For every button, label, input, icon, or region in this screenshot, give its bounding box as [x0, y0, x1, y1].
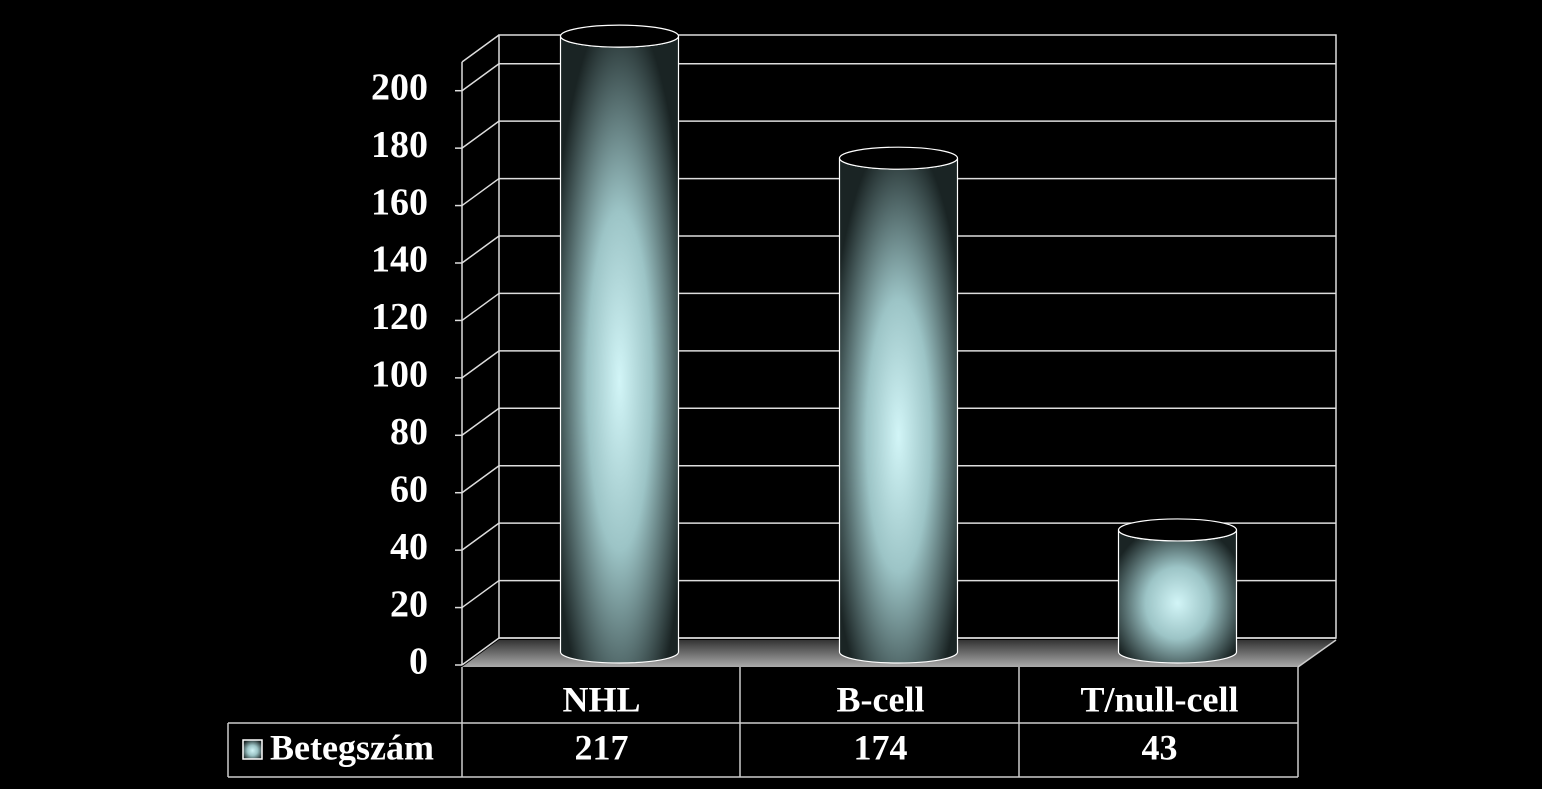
y-tick-label: 180 [371, 124, 428, 166]
bar-top [838, 146, 959, 170]
y-tick-label: 140 [371, 239, 428, 281]
grid-line [461, 350, 500, 379]
bar-top [1117, 518, 1238, 542]
y-tick-label: 120 [371, 296, 428, 338]
grid-line [461, 235, 500, 264]
grid-line [461, 177, 500, 207]
grid-line [461, 522, 500, 551]
table-value: 217 [575, 727, 629, 767]
bar-top [559, 24, 680, 48]
legend-key [242, 739, 263, 760]
table-value: 43 [1142, 727, 1178, 767]
y-tick-label: 160 [371, 181, 428, 223]
y-tick-label: 0 [409, 641, 428, 683]
grid-line [461, 292, 500, 322]
grid-line [461, 465, 500, 494]
x-tick-label: NHL [562, 679, 640, 719]
grid-line [461, 407, 500, 436]
x-tick-label: T/null-cell [1080, 679, 1238, 719]
grid-line [461, 637, 500, 666]
y-tick-label: 80 [390, 411, 428, 453]
grid-line [461, 120, 500, 149]
bar [1117, 529, 1238, 664]
y-tick-label: 20 [390, 583, 428, 625]
y-tick-label: 40 [390, 526, 428, 568]
side-wall-edge [461, 34, 500, 63]
y-tick-label: 60 [390, 468, 428, 510]
grid-line [461, 63, 500, 92]
grid-line [461, 579, 500, 609]
legend-label: Betegszám [270, 727, 434, 767]
bar [838, 158, 959, 664]
bar [559, 35, 680, 664]
y-tick-label: 200 [371, 66, 428, 108]
y-tick-label: 100 [371, 354, 428, 396]
x-tick-label: B-cell [837, 679, 925, 719]
table-value: 174 [854, 727, 908, 767]
table-line [1297, 639, 1337, 668]
